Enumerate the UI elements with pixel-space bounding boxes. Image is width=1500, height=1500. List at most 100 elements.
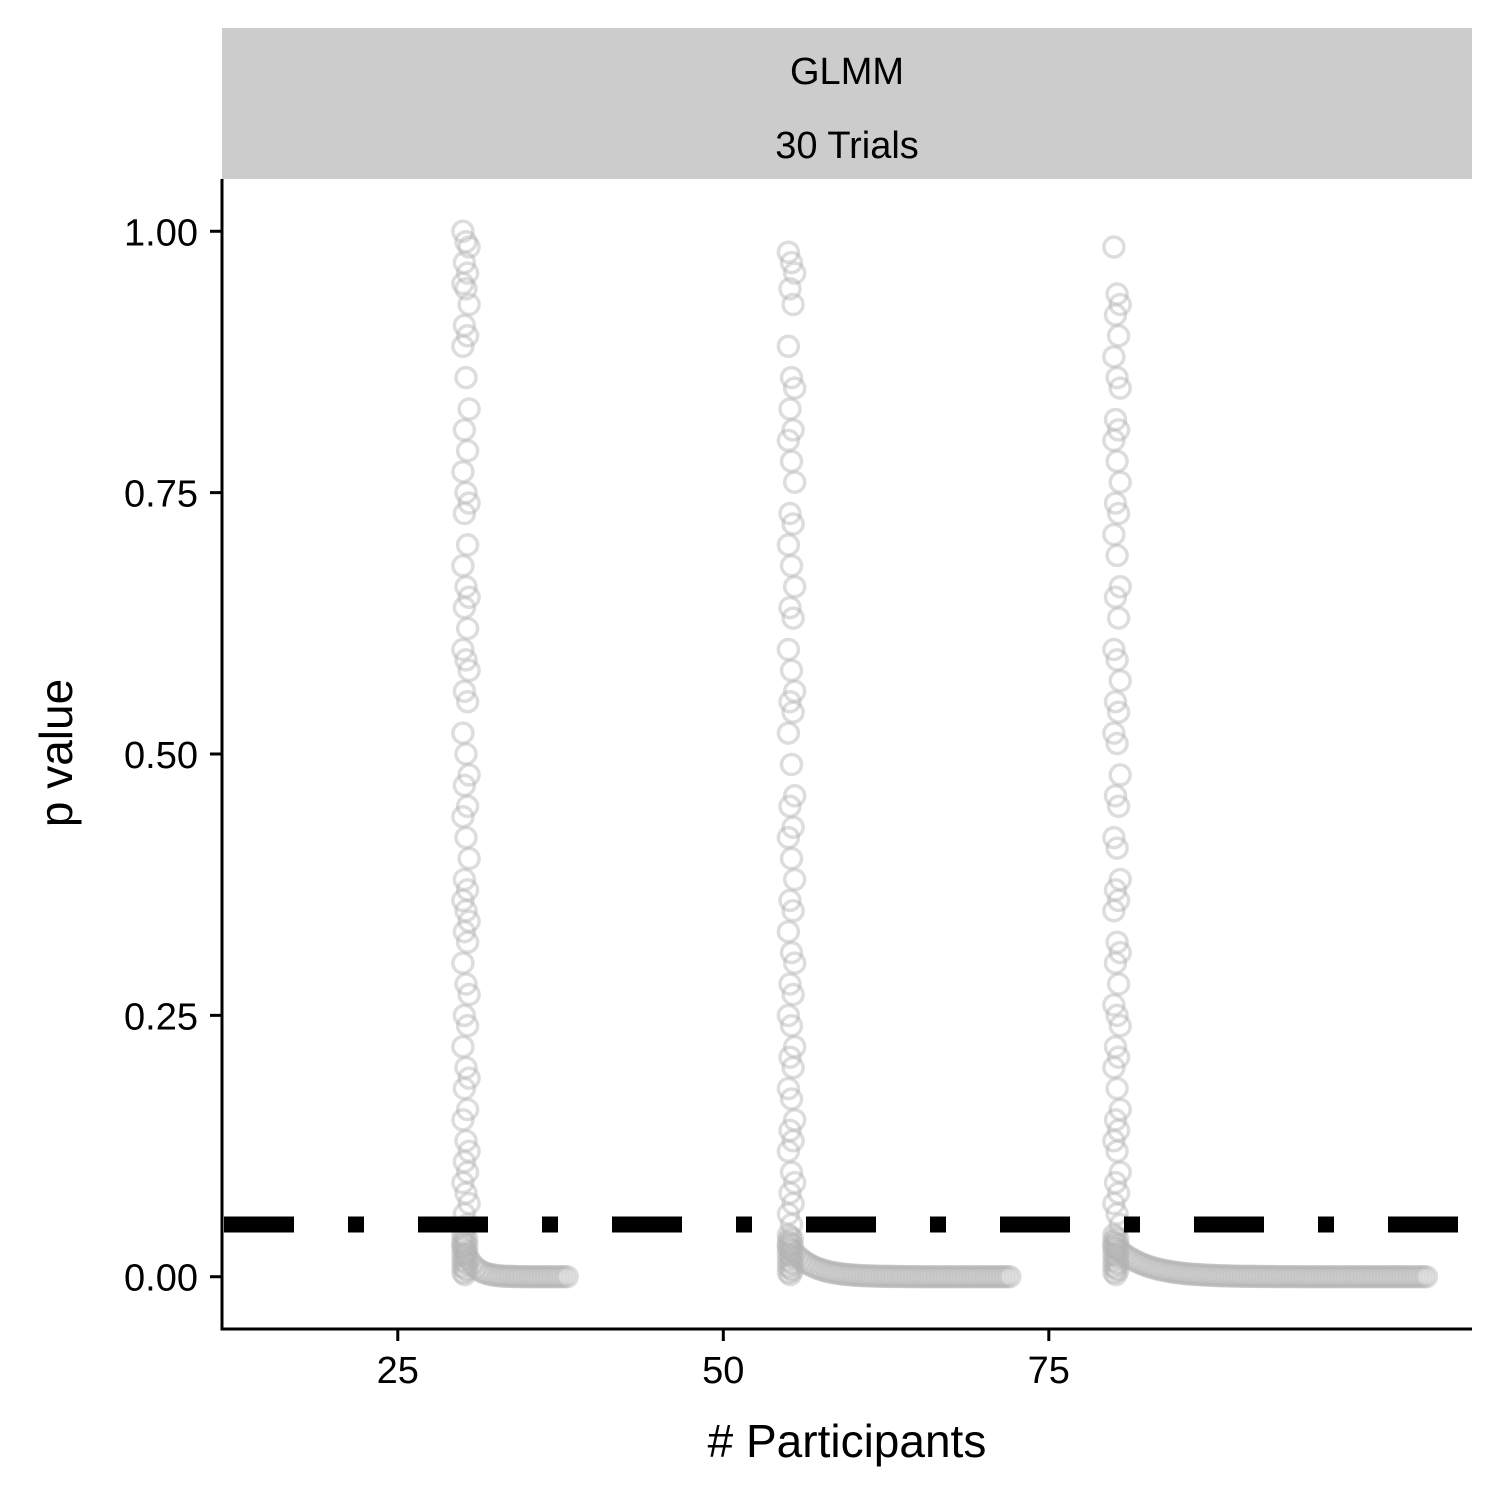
data-point [1105, 731, 1129, 756]
data-point [455, 1097, 480, 1122]
x-axis-title: # Participants [708, 1415, 987, 1467]
data-point [454, 480, 478, 505]
facet-strip [222, 28, 1472, 179]
data-point [1151, 1258, 1175, 1282]
data-point [1248, 1264, 1273, 1289]
data-point [542, 1264, 566, 1289]
data-point [1365, 1264, 1390, 1289]
data-point [509, 1264, 534, 1289]
data-point [453, 1231, 477, 1256]
data-point [1310, 1264, 1335, 1289]
data-point [822, 1260, 846, 1285]
data-point [1106, 606, 1131, 630]
data-point [1102, 1235, 1126, 1260]
data-point [1102, 1223, 1126, 1247]
data-point [455, 1239, 479, 1264]
data-point [1108, 292, 1132, 317]
data-point [506, 1264, 530, 1289]
data-point [805, 1256, 830, 1281]
data-point [1108, 763, 1132, 787]
data-point [452, 1003, 477, 1028]
data-point [1352, 1264, 1377, 1289]
data-point [451, 1233, 475, 1258]
data-point [1193, 1263, 1217, 1287]
data-point [942, 1264, 967, 1289]
data-point [454, 365, 478, 390]
data-point [1264, 1264, 1289, 1289]
data-point [452, 595, 477, 620]
data-point [1378, 1264, 1403, 1289]
data-point [779, 1160, 804, 1184]
data-point [483, 1263, 508, 1288]
data-point [1177, 1262, 1201, 1286]
data-point [1104, 1250, 1128, 1274]
data-point [455, 794, 480, 819]
data-point [451, 554, 475, 578]
data-point [778, 972, 802, 996]
data-point [880, 1264, 905, 1289]
data-point [451, 951, 475, 975]
data-point [1268, 1264, 1292, 1289]
data-point [776, 533, 801, 557]
data-point [457, 1248, 482, 1272]
data-point [455, 1252, 479, 1276]
data-point [781, 606, 805, 630]
data-point [1173, 1261, 1198, 1286]
data-point [782, 784, 807, 808]
data-point [455, 324, 480, 348]
data-point [454, 1129, 478, 1153]
data-point [1106, 501, 1131, 526]
data-point [1382, 1264, 1406, 1289]
data-point [455, 533, 480, 557]
data-point [815, 1259, 840, 1284]
data-point [1385, 1264, 1409, 1289]
data-point [825, 1261, 849, 1286]
data-point [1336, 1264, 1361, 1289]
data-point [1326, 1264, 1351, 1289]
data-point [493, 1264, 517, 1288]
data-point [454, 1181, 478, 1205]
data-point [1102, 993, 1126, 1017]
data-point [782, 1034, 807, 1059]
data-point [776, 1202, 801, 1226]
data-point [780, 1258, 805, 1283]
data-point [778, 277, 802, 301]
data-point [782, 376, 807, 400]
data-point [1103, 689, 1128, 714]
data-point [455, 1233, 479, 1258]
data-point [512, 1264, 537, 1289]
data-point [776, 428, 801, 453]
data-point [1111, 1242, 1136, 1266]
data-point [1222, 1264, 1247, 1288]
x-tick-label: 75 [1028, 1350, 1070, 1392]
data-point [913, 1264, 937, 1289]
data-point [496, 1264, 521, 1289]
data-point [1294, 1264, 1318, 1289]
data-point [776, 919, 801, 944]
data-point [978, 1264, 1002, 1289]
data-point [952, 1264, 976, 1289]
data-point [994, 1264, 1019, 1289]
data-point [781, 1055, 805, 1080]
data-point [555, 1264, 579, 1289]
data-point [851, 1263, 876, 1288]
data-point [781, 418, 805, 442]
data-point [1128, 1251, 1152, 1275]
data-point [1245, 1264, 1269, 1289]
data-point [1196, 1263, 1221, 1287]
data-point [453, 1256, 477, 1281]
data-point [782, 261, 807, 285]
data-point [782, 470, 807, 494]
data-point [1115, 1244, 1139, 1268]
data-point [779, 1014, 804, 1038]
data-point [1199, 1263, 1224, 1288]
data-point [1372, 1264, 1396, 1289]
data-point [477, 1262, 501, 1286]
data-point [453, 1244, 477, 1268]
facet-label-trials: 30 Trials [775, 125, 919, 167]
data-point [1104, 1225, 1128, 1249]
data-point [809, 1257, 833, 1282]
data-point [1147, 1257, 1172, 1282]
y-axis-title: p value [30, 679, 82, 827]
data-point [779, 940, 804, 965]
